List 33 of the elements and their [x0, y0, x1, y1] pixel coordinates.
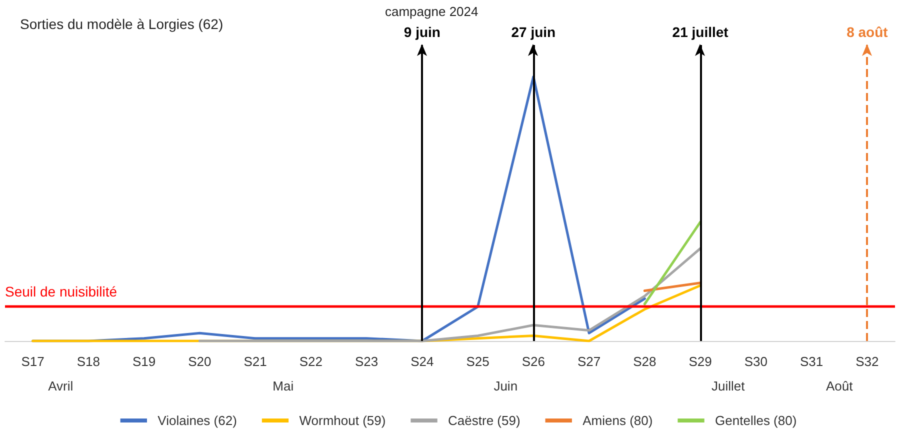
x-tick-label: S22 — [299, 354, 323, 369]
x-tick-label: S30 — [744, 354, 768, 369]
legend-label: Violaines (62) — [158, 413, 237, 428]
text: Août — [826, 378, 854, 394]
x-tick-label: S27 — [577, 354, 601, 369]
text: Juillet — [712, 378, 746, 394]
x-tick-label: S20 — [188, 354, 212, 369]
x-tick-label: S31 — [800, 354, 824, 369]
text: Mai — [272, 378, 294, 394]
legend-label: Caëstre (59) — [448, 413, 520, 428]
ref-line-label: 27 juin — [511, 24, 556, 40]
x-tick-label: S26 — [522, 354, 546, 369]
ref-line-label: Seuil de nuisibilité — [5, 284, 118, 300]
x-tick-label: S29 — [688, 354, 712, 369]
legend-label: Wormhout (59) — [299, 413, 386, 428]
x-tick-label: S23 — [354, 354, 378, 369]
ref-line-label: 9 juin — [404, 24, 440, 40]
x-tick-label: S24 — [410, 354, 434, 369]
x-tick-label: S32 — [856, 354, 879, 369]
x-tick-label: S25 — [466, 354, 490, 369]
legend-label: Amiens (80) — [582, 413, 653, 428]
chart-subtitle: campagne 2024 — [385, 4, 478, 19]
text: Juin — [494, 378, 518, 394]
legend-label: Gentelles (80) — [715, 413, 797, 428]
x-tick-label: S28 — [633, 354, 656, 369]
x-tick-label: S21 — [244, 354, 267, 369]
chart-title: Sorties du modèle à Lorgies (62) — [20, 16, 224, 32]
ref-line-label: 8 août — [846, 24, 888, 40]
x-tick-label: S18 — [76, 354, 100, 369]
x-tick-label: S17 — [21, 354, 44, 369]
text: Avril — [48, 378, 74, 394]
x-tick-label: S19 — [132, 354, 156, 369]
ref-line-label: 21 juillet — [672, 24, 729, 40]
